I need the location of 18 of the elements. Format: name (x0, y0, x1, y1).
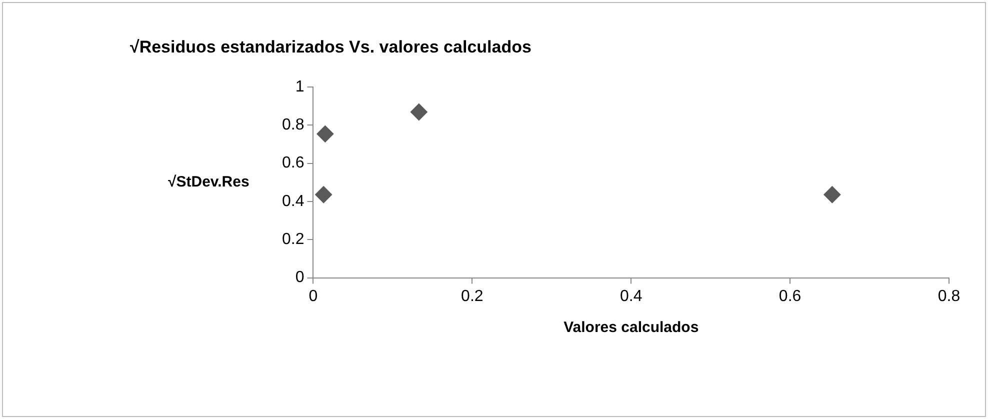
point (410, 103, 428, 120)
x-tick-label: 0.2 (461, 288, 484, 305)
point (824, 186, 841, 204)
y-tick-label: 0.2 (282, 231, 304, 248)
x-tick-label: 0 (308, 288, 318, 305)
x-tick-label: 0.8 (938, 288, 960, 305)
x-axis-title: Valores calculados (564, 319, 699, 336)
y-tick-label: 0.8 (282, 116, 304, 134)
x-tick-label: 0.6 (778, 288, 802, 305)
x-tick-label: 0.4 (620, 288, 642, 305)
y-tick-label: 0.6 (282, 154, 304, 172)
point (315, 186, 332, 204)
point (316, 125, 334, 142)
y-tick-label: 0.4 (282, 192, 304, 210)
y-tick-label: 0 (295, 269, 304, 286)
y-tick-label: 1 (295, 78, 304, 96)
chart-title: √Residuos estandarizados Vs. valores calculados (130, 38, 532, 57)
y-axis-title: √StDev.Res (168, 174, 250, 191)
